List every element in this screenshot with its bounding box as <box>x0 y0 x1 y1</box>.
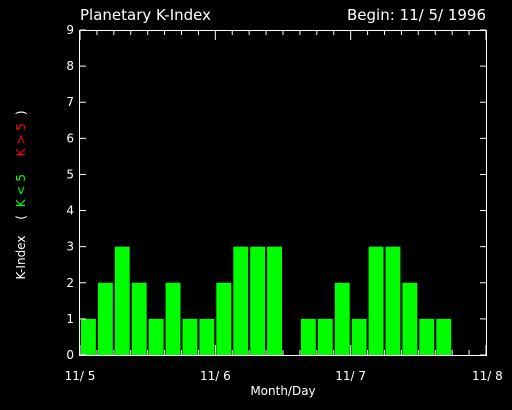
bar <box>334 282 350 355</box>
x-axis-label: Month/Day <box>250 384 315 398</box>
bar <box>419 318 435 355</box>
y-axis-label-close: ) <box>14 110 28 115</box>
x-tick-label: 11/ 8 <box>472 369 503 383</box>
y-axis-label-open: ( <box>14 215 28 220</box>
bar <box>114 246 130 355</box>
bar <box>97 282 113 355</box>
y-axis-label-main: K-Index <box>14 236 28 280</box>
y-tick-label: 7 <box>66 95 74 109</box>
bar <box>385 246 401 355</box>
bar <box>317 318 333 355</box>
y-tick-label: 6 <box>66 131 74 145</box>
chart-subtitle: Begin: 11/ 5/ 1996 <box>347 6 486 24</box>
y-tick-label: 1 <box>66 312 74 326</box>
y-tick-label: 5 <box>66 167 74 181</box>
y-tick-label: 4 <box>66 204 74 218</box>
bar <box>300 318 316 355</box>
bars-group <box>81 246 452 355</box>
y-axis-label: K-Index ( K < 5 K > 5 ) <box>14 110 28 279</box>
y-tick-label: 0 <box>66 348 74 362</box>
bar <box>131 282 147 355</box>
bar <box>148 318 164 355</box>
y-tick-label: 3 <box>66 240 74 254</box>
bar <box>436 318 452 355</box>
y-axis-ticks: 0 1 2 3 4 5 6 7 8 9 <box>66 23 486 362</box>
bar <box>402 282 418 355</box>
bar <box>81 318 96 355</box>
bar <box>233 246 249 355</box>
x-tick-label: 11/ 5 <box>65 369 96 383</box>
bar <box>250 246 266 355</box>
x-tick-label: 11/ 6 <box>200 369 231 383</box>
y-axis-label-green: K < 5 <box>14 174 28 207</box>
y-tick-label: 2 <box>66 276 74 290</box>
bar <box>216 282 232 355</box>
y-axis-label-red: K > 5 <box>14 123 28 156</box>
bar <box>165 282 181 355</box>
chart-title: Planetary K-Index <box>80 6 211 24</box>
bar <box>199 318 215 355</box>
x-axis-ticks: 11/ 5 11/ 6 11/ 7 11/ 8 <box>65 30 503 383</box>
y-tick-label: 8 <box>66 59 74 73</box>
x-tick-label: 11/ 7 <box>335 369 366 383</box>
bar <box>368 246 384 355</box>
bar <box>182 318 198 355</box>
bar <box>351 318 367 355</box>
bar <box>267 246 282 355</box>
y-tick-label: 9 <box>66 23 74 37</box>
